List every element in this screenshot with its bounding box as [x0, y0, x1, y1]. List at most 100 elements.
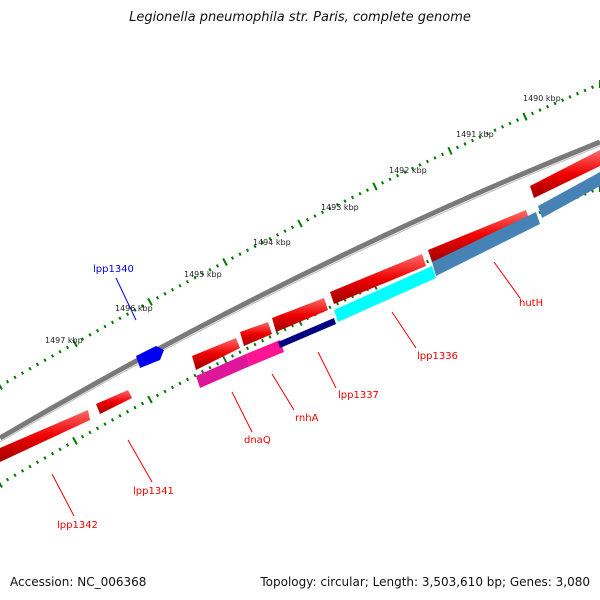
ruler-tick — [170, 287, 175, 292]
ruler-tick — [485, 131, 490, 136]
ruler-tick — [253, 244, 257, 249]
kbp-label-1490: 1490 kbp — [523, 94, 561, 103]
gene-label-lpp1341: lpp1341 — [133, 486, 174, 497]
ruler-tick — [80, 337, 85, 341]
ruler-tick — [65, 443, 70, 447]
gene-lpp1336-fwd[interactable] — [330, 254, 426, 304]
ruler-tick — [290, 225, 295, 230]
gene-hutH-fwd[interactable] — [428, 210, 530, 262]
ruler-tick — [58, 447, 62, 452]
ruler-tick — [230, 256, 235, 260]
ruler-tick — [155, 393, 160, 398]
forward-strand-genes — [0, 150, 600, 462]
ruler-tick — [193, 373, 197, 378]
ruler-tick — [455, 145, 460, 150]
ruler-tick — [245, 248, 250, 253]
gene-label-rnhA: rnhA — [295, 413, 319, 424]
ruler-tick — [260, 240, 265, 245]
ruler-tick — [155, 296, 160, 300]
gene-label-hutH: hutH — [519, 298, 543, 309]
ruler-tick — [230, 354, 235, 358]
kbp-label-1496: 1496 kbp — [115, 304, 153, 313]
ruler-tick — [403, 170, 407, 174]
ruler-tick — [72, 339, 78, 348]
ruler-tick — [395, 173, 400, 178]
ruler-tick — [95, 328, 100, 333]
ruler-tick — [372, 182, 378, 191]
ruler-tick — [500, 125, 505, 129]
ruler-tick — [463, 142, 467, 146]
ruler-tick — [5, 477, 10, 482]
gene-right-rev[interactable] — [538, 172, 600, 218]
ruler-tick — [163, 389, 167, 394]
ruler-tick — [43, 358, 47, 362]
ruler-tick — [238, 252, 242, 256]
ruler-tick — [493, 128, 497, 132]
gene-labels: lpp1340 lpp1336 hutH lpp1337 rnhA dnaQ l… — [57, 264, 543, 531]
ruler-tick — [433, 156, 437, 160]
kbp-label-1491: 1491 kbp — [456, 130, 494, 139]
gene-lpp1337-fwd[interactable] — [272, 298, 328, 332]
ruler-tick — [118, 316, 122, 321]
ruler-tick — [35, 460, 40, 465]
ruler-tick — [200, 271, 205, 276]
gene-lpp1340[interactable] — [136, 346, 164, 368]
ruler-tick — [440, 152, 445, 157]
ruler-tick — [103, 422, 107, 426]
ruler-tick — [283, 229, 287, 233]
ruler-tick — [583, 88, 587, 93]
ruler-tick — [13, 473, 17, 478]
gene-lpp1337[interactable] — [278, 318, 336, 348]
gene-lpp1341[interactable] — [96, 390, 132, 414]
ruler-tick — [365, 188, 370, 192]
ruler-tick — [575, 91, 580, 96]
ruler-tick — [590, 85, 595, 89]
ruler-tick — [350, 195, 355, 200]
ruler-tick — [193, 275, 197, 280]
ruler-tick — [170, 385, 175, 390]
ruler-tick — [380, 181, 385, 185]
gene-right-fwd[interactable] — [530, 150, 600, 198]
ruler-tick — [297, 219, 303, 228]
gene-rnhA[interactable] — [246, 340, 284, 366]
outer-ruler — [0, 80, 600, 390]
ruler-tick — [530, 111, 535, 116]
ruler-tick — [478, 135, 482, 139]
gene-hutH[interactable] — [432, 212, 540, 276]
ruler-tick — [425, 159, 430, 164]
ruler-tick — [283, 327, 287, 332]
ruler-tick — [80, 434, 85, 439]
ruler-tick — [335, 301, 340, 306]
ruler-tick — [28, 464, 32, 469]
gene-label-lpp1340: lpp1340 — [93, 264, 134, 275]
ruler-tick — [268, 236, 272, 241]
ruler-tick — [388, 177, 392, 182]
reverse-strand-genes — [196, 172, 600, 388]
ruler-tick — [470, 138, 475, 143]
backbone-outer — [0, 139, 600, 441]
ruler-tick — [140, 304, 145, 308]
kbp-label-1494: 1494 kbp — [253, 238, 291, 247]
gene-dnaQ-fwd[interactable] — [192, 338, 240, 370]
gene-rnhA-fwd[interactable] — [240, 322, 272, 346]
ruler-tick — [568, 95, 572, 99]
ruler-tick — [0, 482, 3, 488]
gene-dnaQ[interactable] — [196, 354, 250, 388]
ruler-tick — [335, 203, 340, 207]
ruler-tick — [5, 379, 10, 384]
ruler-tick — [200, 369, 205, 374]
ruler-tick — [133, 405, 137, 410]
kbp-label-1492: 1492 kbp — [389, 166, 427, 175]
ruler-tick — [178, 283, 182, 288]
ruler-tick — [538, 210, 542, 215]
ruler-tick — [508, 121, 512, 126]
genome-summary-text: Topology: circular; Length: 3,503,610 bp… — [260, 575, 590, 589]
gene-lpp1342[interactable] — [0, 410, 90, 462]
ruler-tick — [147, 297, 153, 306]
ruler-tick — [208, 365, 212, 370]
ruler-tick — [215, 264, 220, 268]
gene-lpp1336[interactable] — [334, 266, 436, 322]
ruler-tick — [343, 199, 347, 203]
ruler-tick — [515, 118, 520, 122]
